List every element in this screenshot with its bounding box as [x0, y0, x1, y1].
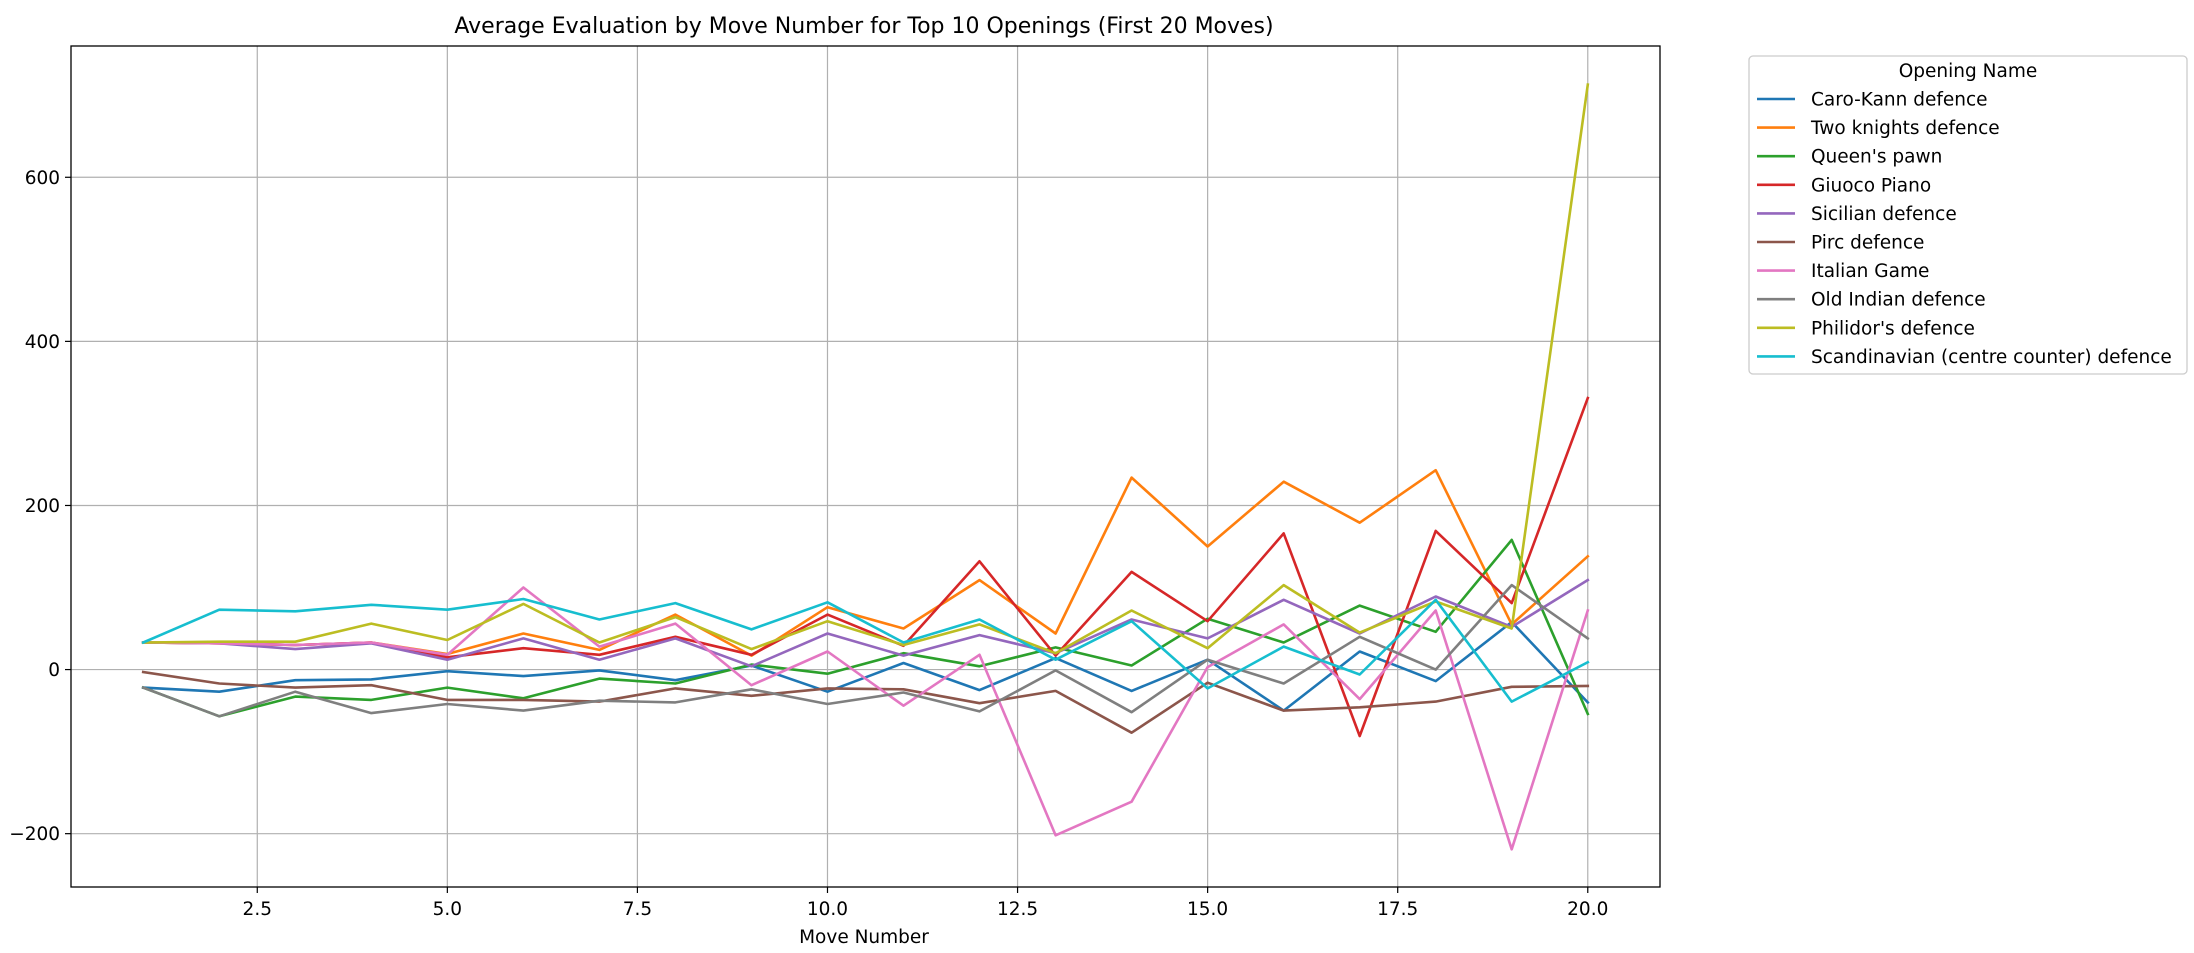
legend-item: Pirc defence [1757, 233, 1924, 254]
x-tick-label: 17.5 [1377, 899, 1418, 920]
legend-label: Scandinavian (centre counter) defence [1811, 347, 2172, 368]
y-tick-label: 0 [48, 660, 60, 681]
legend-item: Italian Game [1757, 261, 1929, 282]
series-line [141, 586, 1590, 851]
chart-title: Average Evaluation by Move Number for To… [454, 14, 1273, 39]
legend-box [1748, 55, 2188, 375]
x-tick-label: 10.0 [807, 899, 848, 920]
legend-label: Giuoco Piano [1811, 175, 1931, 196]
series-line [141, 83, 1590, 655]
grid [71, 46, 1660, 887]
plot-frame [70, 45, 1661, 888]
y-tick-label: 200 [25, 496, 60, 517]
legend-label: Italian Game [1811, 261, 1929, 282]
series-line [141, 670, 1590, 735]
legend-item: Queen's pawn [1757, 147, 1942, 168]
series-line [141, 538, 1590, 718]
legend-item: Old Indian defence [1757, 290, 1986, 311]
legend-item: Caro-Kann defence [1757, 90, 1988, 111]
legend-title: Opening Name [1899, 61, 2037, 82]
x-tick-label: 5.0 [433, 899, 462, 920]
legend-item: Scandinavian (centre counter) defence [1757, 347, 2172, 368]
legend-item: Two knights defence [1757, 118, 2000, 139]
legend-item: Sicilian defence [1757, 204, 1957, 225]
legend-label: Caro-Kann defence [1811, 90, 1988, 111]
x-tick-label: 15.0 [1187, 899, 1228, 920]
y-tick-label: 600 [25, 168, 60, 189]
axis-ticks: 2.5 5.0 7.5 10.0 12.5 15.0 17.5 20.0 −200 0 200 400… [9, 168, 1608, 920]
series-lines [141, 83, 1590, 851]
legend-label: Philidor's defence [1811, 318, 1975, 339]
legend-label: Two knights defence [1810, 118, 2000, 139]
legend-item: Giuoco Piano [1757, 175, 1931, 196]
y-tick-label: −200 [9, 824, 60, 845]
series-line [141, 578, 1590, 668]
x-tick-label: 20.0 [1567, 899, 1608, 920]
x-tick-label: 12.5 [997, 899, 1038, 920]
y-tick-label: 400 [25, 332, 60, 353]
legend-label: Sicilian defence [1811, 204, 1957, 225]
legend-label: Pirc defence [1811, 233, 1924, 254]
x-tick-label: 2.5 [243, 899, 272, 920]
series-line [141, 583, 1590, 718]
legend-label: Queen's pawn [1811, 147, 1942, 168]
legend-label: Old Indian defence [1811, 290, 1986, 311]
legend: Opening Name Caro-Kann defence Two knight… [1748, 55, 2188, 375]
series-line [141, 597, 1590, 703]
legend-item: Philidor's defence [1757, 318, 1975, 339]
x-tick-label: 7.5 [623, 899, 652, 920]
x-axis-label: Move Number [799, 927, 929, 948]
legend-items: Caro-Kann defence Two knights defence Quee… [1757, 90, 2172, 368]
